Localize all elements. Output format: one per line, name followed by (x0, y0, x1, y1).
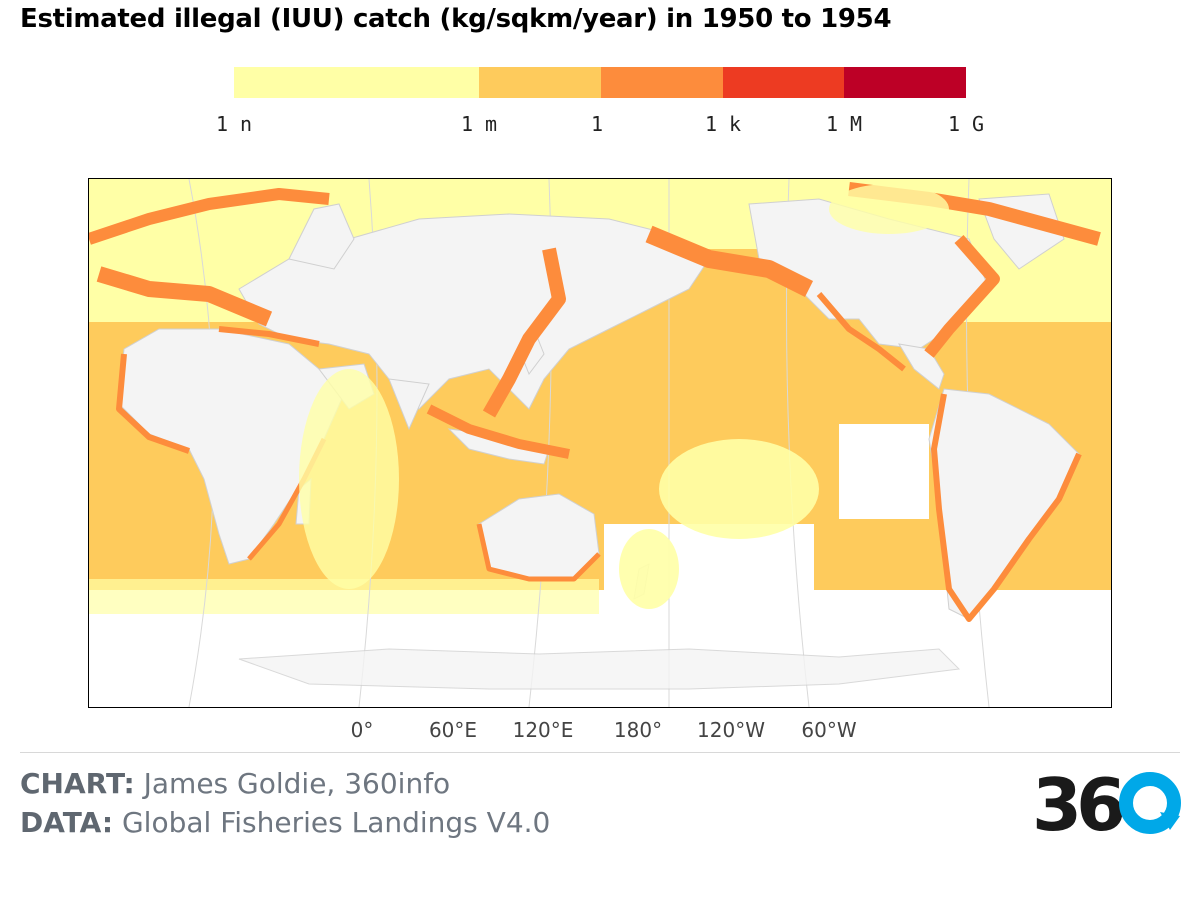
coastal-catch (89, 182, 1101, 622)
land-scandinavia (288, 203, 355, 270)
chart-credit: CHART: James Goldie, 360info (20, 767, 450, 800)
pale-patch (299, 369, 399, 589)
map-canvas (89, 179, 1111, 707)
logo-ring (1119, 772, 1181, 834)
chart-credit-value: James Goldie, 360info (143, 767, 451, 800)
coast-east-asia (482, 247, 566, 418)
legend-tick-label: 1 n (215, 112, 253, 136)
data-credit-value: Global Fisheries Landings V4.0 (121, 806, 551, 839)
pale-patches (299, 184, 949, 609)
legend-tick-label: 1 (590, 112, 604, 136)
land-antarctica (238, 648, 961, 690)
ocean-gap-pacific (839, 424, 929, 519)
coast-west-africa (116, 353, 190, 454)
map-x-tick-label: 120°E (512, 718, 574, 742)
chart-credit-key: CHART: (20, 767, 135, 800)
coast-north-america-east (924, 235, 1000, 358)
legend-tick-label: 1 G (947, 112, 985, 136)
brand-logo-360: 36 (1032, 768, 1181, 836)
pale-patch (829, 184, 949, 234)
coast-australia (476, 523, 601, 582)
coast-se-asia (426, 404, 570, 459)
chart-title: Estimated illegal (IUU) catch (kg/sqkm/y… (20, 4, 892, 34)
legend-segment (844, 67, 966, 98)
map-x-tick-label: 0° (350, 718, 374, 742)
logo-digits: 36 (1032, 768, 1123, 836)
coast-europe (89, 188, 330, 245)
logo-ring-arrow (1160, 812, 1180, 830)
pale-patch (659, 439, 819, 539)
land-india (388, 378, 430, 431)
coast-bering (645, 225, 814, 298)
world-map (88, 178, 1112, 708)
map-x-tick-label: 120°W (697, 718, 765, 742)
coast-north-america-west (816, 292, 906, 372)
legend-segment (723, 67, 844, 98)
coast-med (218, 326, 320, 347)
legend-tick-label: 1 k (704, 112, 742, 136)
data-credit: DATA: Global Fisheries Landings V4.0 (20, 806, 550, 839)
map-x-tick-label: 60°E (428, 718, 478, 742)
map-x-tick-label: 180° (613, 718, 663, 742)
coast-south-america (931, 393, 1082, 622)
legend-segment (479, 67, 601, 98)
legend-tick-label: 1 M (825, 112, 863, 136)
legend-segment (234, 67, 479, 98)
legend-segment (601, 67, 723, 98)
footer-divider (20, 752, 1180, 753)
data-credit-key: DATA: (20, 806, 114, 839)
legend-tick-label: 1 m (460, 112, 498, 136)
coast-north-atlantic (96, 266, 273, 327)
pale-patch (619, 529, 679, 609)
map-x-tick-label: 60°W (801, 718, 857, 742)
land-eurasia (238, 213, 710, 410)
